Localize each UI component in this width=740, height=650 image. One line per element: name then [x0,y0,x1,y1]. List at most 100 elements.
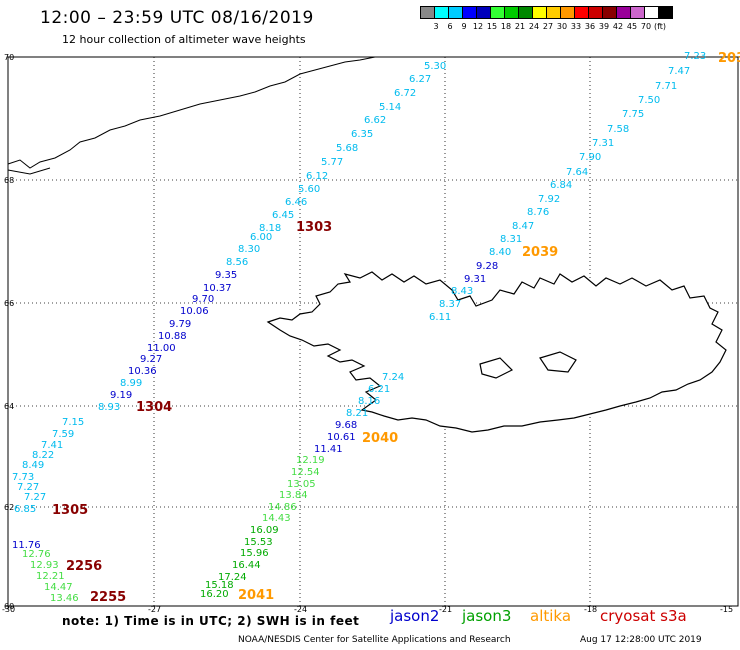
track-c-swh-label: 7.59 [52,429,74,440]
track-c-swh-label: 7.41 [41,440,63,451]
track-a-swh-label: 9.19 [110,390,132,401]
legend-jason2: jason2 [390,607,440,625]
track-labels: 5.30 6.27 6.72 5.14 6.62 6.35 5.68 5.77 6.12 5.60… [12,51,740,605]
track-b-swh-label: 7.71 [655,81,677,92]
track-a-swh-label: 10.37 [203,283,232,294]
track-a-swh-label: 9.27 [140,354,162,365]
track-a-swh-label: 10.06 [180,306,209,317]
track-a-swh-label: 6.12 [306,171,328,182]
pass-id-label: 203 [718,51,740,66]
timestamp: Aug 17 12:28:00 UTC 2019 [580,635,702,645]
track-c-swh-label: 8.49 [22,460,44,471]
track-b-swh-label: 9.28 [476,261,498,272]
track-a-swh-label: 6.35 [351,129,373,140]
track-c-swh-label: 7.15 [62,417,84,428]
color-scale-label: 27 [542,22,554,31]
track-d-swh-label: 14.86 [268,502,297,513]
track-d-swh-label: 10.61 [327,432,356,443]
longitude-label: -18 [584,605,597,614]
track-d-swh-label: 16.44 [232,560,261,571]
color-scale-label: 45 [626,22,638,31]
track-a-swh-label: 8.99 [120,378,142,389]
track-a-swh-label: 8.56 [226,257,248,268]
track-b-swh-label: 7.64 [566,167,588,178]
coastline-iceland [266,271,727,433]
track-d-swh-label: 9.68 [335,420,357,431]
pass-id-label: 1305 [52,503,88,518]
track-c-swh-label: 6.85 [14,504,36,515]
track-d-swh-label: 16.20 [200,589,229,600]
longitude-label: -27 [148,605,161,614]
track-d-swh-label: 15.18 [205,580,234,591]
track-b-swh-label: 7.92 [538,194,560,205]
pass-id-label: 2255 [90,590,126,605]
track-d-swh-label: 11.41 [314,444,343,455]
color-scale-label: 18 [500,22,512,31]
legend-jason3: jason3 [462,607,512,625]
color-swatch [658,6,673,19]
track-e-swh-label: 12.21 [36,571,65,582]
color-scale-label: 3 [433,22,439,31]
track-a-swh-label: 11.00 [147,343,176,354]
track-e-swh-label: 13.46 [50,593,79,604]
track-a-swh-label: 9.35 [215,270,237,281]
track-a-swh-label: 5.14 [379,102,401,113]
axis-labels: -30 -27 -24 -21 -18 -15 70 68 66 64 62 60 [2,53,733,614]
color-scale-label: (ft) [653,22,667,31]
longitude-label: -30 [2,605,15,614]
track-d-swh-label: 8.16 [358,396,380,407]
longitude-label: -15 [720,605,733,614]
track-a-swh-label: 6.00 [250,232,272,243]
track-e-swh-label: 14.47 [44,582,73,593]
track-b-swh-label: 7.50 [638,95,660,106]
track-b-swh-label: 8.43 [451,286,473,297]
latitude-label: 70 [4,53,14,62]
track-b-swh-label: 7.31 [592,138,614,149]
legend-altika: altika [530,607,572,625]
track-e-swh-label: 12.76 [22,549,51,560]
track-d-swh-label: 8.21 [346,408,368,419]
color-scale-label: 39 [598,22,610,31]
color-scale-label: 12 [472,22,484,31]
track-d-swh-label: 14.43 [262,513,291,524]
map-title: 12:00 – 23:59 UTC 08/16/2019 [40,8,314,28]
pass-id-label: 2256 [66,559,102,574]
track-b-swh-label: 7.58 [607,124,629,135]
pass-id-label: 2040 [362,431,398,446]
color-scale-label: 6 [447,22,453,31]
track-a-swh-label: 9.79 [169,319,191,330]
track-a-swh-label: 5.60 [298,184,320,195]
track-a-swh-label: 10.88 [158,331,187,342]
track-b-swh-label: 7.23 [684,51,706,62]
track-d-swh-label: 7.24 [382,372,404,383]
legend-cryosat: cryosat s3a [600,607,687,625]
track-b-swh-label: 8.76 [527,207,549,218]
track-a-swh-label: 5.77 [321,157,343,168]
track-d-swh-label: 13.84 [279,490,308,501]
track-a-swh-label: 6.46 [285,197,307,208]
track-a-swh-label: 6.62 [364,115,386,126]
track-a-swh-label: 9.70 [192,294,214,305]
coastline-greenland [7,56,390,175]
track-b-swh-label: 6.84 [550,180,572,191]
map-subtitle: 12 hour collection of altimeter wave hei… [62,33,306,46]
track-b-swh-label: 8.31 [500,234,522,245]
track-b-swh-label: 9.31 [464,274,486,285]
color-scale-label: 30 [556,22,568,31]
color-scale-label: 9 [461,22,467,31]
color-scale-label: 21 [514,22,526,31]
track-a-swh-label: 6.45 [272,210,294,221]
track-b-swh-label: 7.75 [622,109,644,120]
longitude-label: -24 [294,605,307,614]
longitude-label: -21 [439,605,452,614]
track-b-swh-label: 8.37 [439,299,461,310]
color-scale-label: 24 [528,22,540,31]
pass-id-label: 2041 [238,588,274,603]
track-d-swh-label: 12.54 [291,467,320,478]
track-b-swh-label: 7.47 [668,66,690,77]
track-e-swh-label: 11.76 [12,540,41,551]
track-b-swh-label: 7.90 [579,152,601,163]
pass-id-label: 2039 [522,245,558,260]
track-d-swh-label: 6.21 [368,384,390,395]
color-scale-label: 15 [486,22,498,31]
